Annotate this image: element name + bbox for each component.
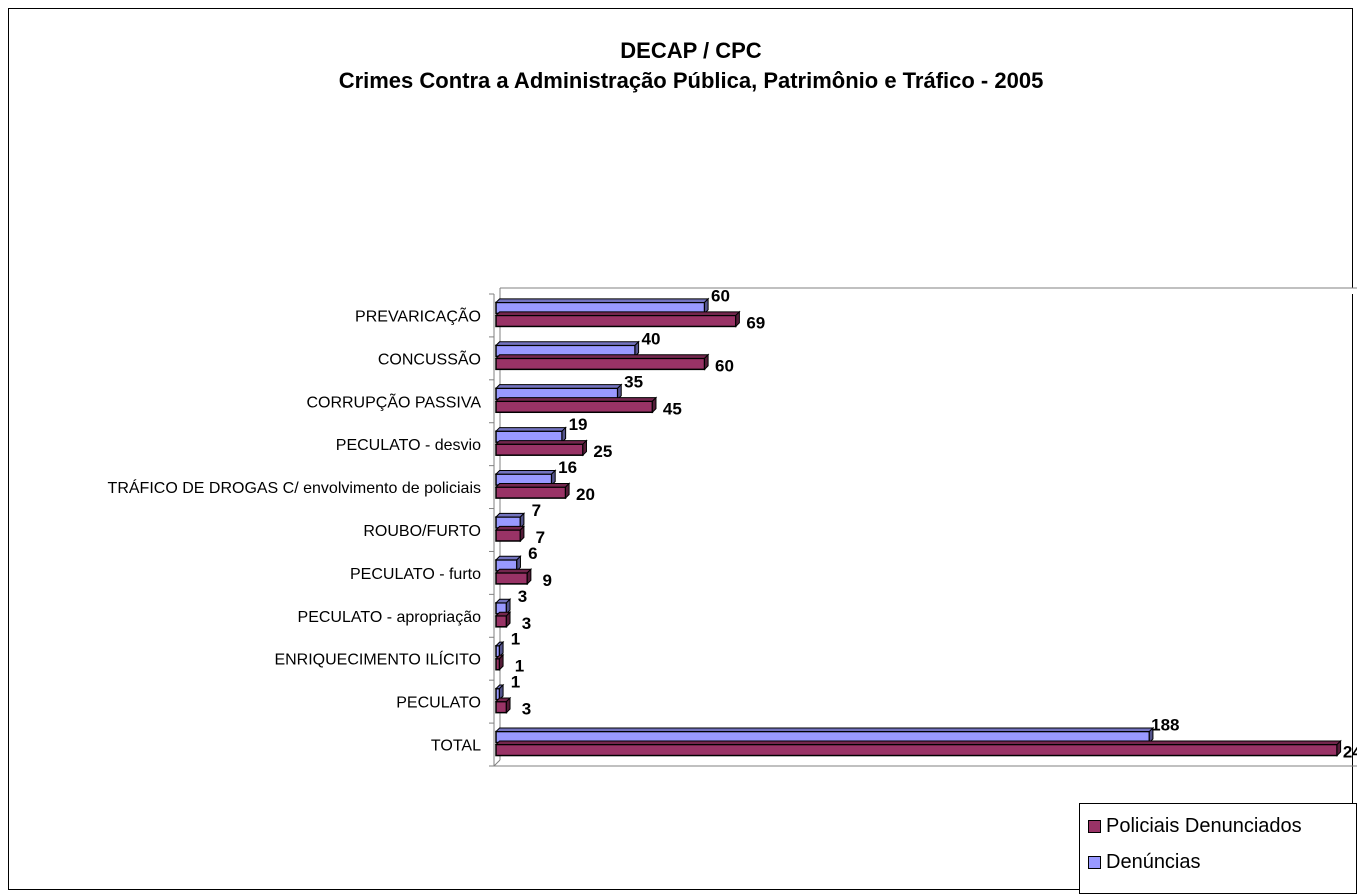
data-label-policiais: 3 (522, 700, 531, 719)
data-label-denuncias: 6 (528, 544, 537, 563)
data-label-denuncias: 35 (624, 372, 643, 391)
bar-denuncias-top (494, 427, 567, 432)
chart-title: DECAP / CPC (620, 38, 762, 63)
bar-policiais-side (519, 525, 525, 543)
bar-policiais-front (495, 486, 567, 499)
bar-policiais-front (495, 657, 501, 671)
bar-denuncias-top (494, 512, 526, 518)
bar-denuncias-side (498, 640, 504, 658)
bar-policiais-front (495, 700, 508, 714)
bar-denuncias-side (1148, 726, 1154, 744)
chart-title-block: DECAP / CPC Crimes Contra a Administraçã… (0, 36, 1357, 96)
bar-policiais-side (505, 696, 511, 714)
category-label: PECULATO (396, 695, 481, 712)
category-label: PECULATO - apropriação (298, 609, 482, 626)
bar-policiais-side (735, 310, 740, 328)
bar-policiais-side (1336, 739, 1342, 757)
data-label-denuncias: 7 (532, 501, 541, 520)
category-label: PECULATO - desvio (336, 437, 481, 454)
bar-denuncias-top (494, 727, 1155, 733)
data-label-denuncias: 188 (1151, 716, 1179, 735)
legend-item-policiais: Policiais Denunciados (1088, 815, 1302, 838)
category-label: CORRUPÇÃO PASSIVA (306, 391, 481, 411)
data-label-policiais: 60 (715, 356, 734, 375)
bar-denuncias-side (505, 598, 511, 616)
category-label: CONCUSSÃO (378, 348, 481, 368)
bar-policiais-top (494, 525, 526, 531)
chart-subtitle: Crimes Contra a Administração Pública, P… (338, 68, 1044, 93)
data-label-policiais: 3 (522, 614, 531, 633)
data-label-denuncias: 60 (711, 286, 730, 305)
legend-label-denuncias: Denúncias (1106, 851, 1201, 873)
data-label-denuncias: 16 (558, 458, 577, 477)
bar-policiais-front (495, 357, 706, 371)
category-label: TOTAL (431, 738, 481, 755)
plot-floor-diagonal (493, 759, 501, 767)
category-label: ROUBO/FURTO (363, 523, 481, 540)
bar-denuncias-side (634, 340, 640, 358)
bar-policiais-top (494, 440, 588, 445)
plot-back-wall (494, 288, 1357, 294)
legend-item-denuncias: Denúncias (1088, 851, 1201, 874)
data-label-denuncias: 3 (518, 587, 527, 606)
data-label-policiais: 242 (1343, 743, 1357, 762)
bar-denuncias-side (617, 383, 622, 401)
bar-policiais-front (495, 615, 508, 628)
bar-policiais-front (495, 572, 529, 585)
bar-denuncias-top (494, 469, 557, 475)
bar-policiais-side (526, 568, 532, 586)
bar-policiais-front (495, 400, 654, 414)
bar-policiais-side (651, 396, 657, 414)
bar-denuncias-top (494, 298, 710, 303)
legend: Policiais Denunciados Denúncias (1079, 803, 1357, 894)
bar-denuncias-side (519, 512, 525, 530)
bar-denuncias-side (516, 555, 521, 573)
data-label-denuncias: 1 (511, 673, 520, 692)
data-label-policiais: 9 (543, 571, 552, 590)
category-label: PECULATO - furto (350, 566, 481, 583)
data-label-policiais: 7 (536, 528, 545, 547)
bar-policiais-top (494, 311, 741, 316)
data-label-policiais: 1 (515, 657, 524, 676)
bar-policiais-top (494, 482, 571, 488)
bar-policiais-side (505, 611, 511, 629)
data-label-policiais: 20 (576, 485, 595, 504)
category-label: PREVARICAÇÃO (355, 305, 481, 325)
bar-policiais-top (494, 740, 1342, 746)
category-label: ENRIQUECIMENTO ILÍCITO (274, 650, 481, 669)
data-label-denuncias: 19 (569, 415, 588, 434)
bar-policiais-front (495, 743, 1338, 757)
bar-policiais-front (495, 314, 737, 328)
bar-policiais-front (495, 443, 584, 456)
data-label-policiais: 45 (663, 399, 682, 418)
bar-denuncias-side (704, 297, 709, 315)
bar-policiais-top (494, 354, 710, 359)
legend-swatch-denuncias (1088, 856, 1101, 869)
legend-label-policiais: Policiais Denunciados (1106, 815, 1302, 837)
bar-denuncias-side (561, 426, 567, 444)
bar-denuncias-top (494, 384, 623, 389)
bar-policiais-top (494, 397, 658, 402)
bar-policiais-side (582, 439, 587, 457)
bar-denuncias-side (551, 469, 556, 487)
bar-policiais-front (495, 529, 522, 542)
data-label-policiais: 69 (746, 313, 765, 332)
bar-denuncias-side (498, 683, 504, 701)
bar-policiais-top (494, 568, 533, 574)
category-label: TRÁFICO DE DROGAS C/ envolvimento de pol… (108, 478, 481, 497)
bar-denuncias-top (494, 341, 640, 346)
data-label-denuncias: 1 (511, 630, 520, 649)
data-label-policiais: 25 (593, 442, 612, 461)
bar-policiais-side (498, 653, 504, 671)
bar-policiais-side (704, 353, 709, 371)
bar-policiais-side (565, 482, 570, 500)
data-label-denuncias: 40 (642, 329, 661, 348)
legend-swatch-policiais (1088, 820, 1101, 833)
